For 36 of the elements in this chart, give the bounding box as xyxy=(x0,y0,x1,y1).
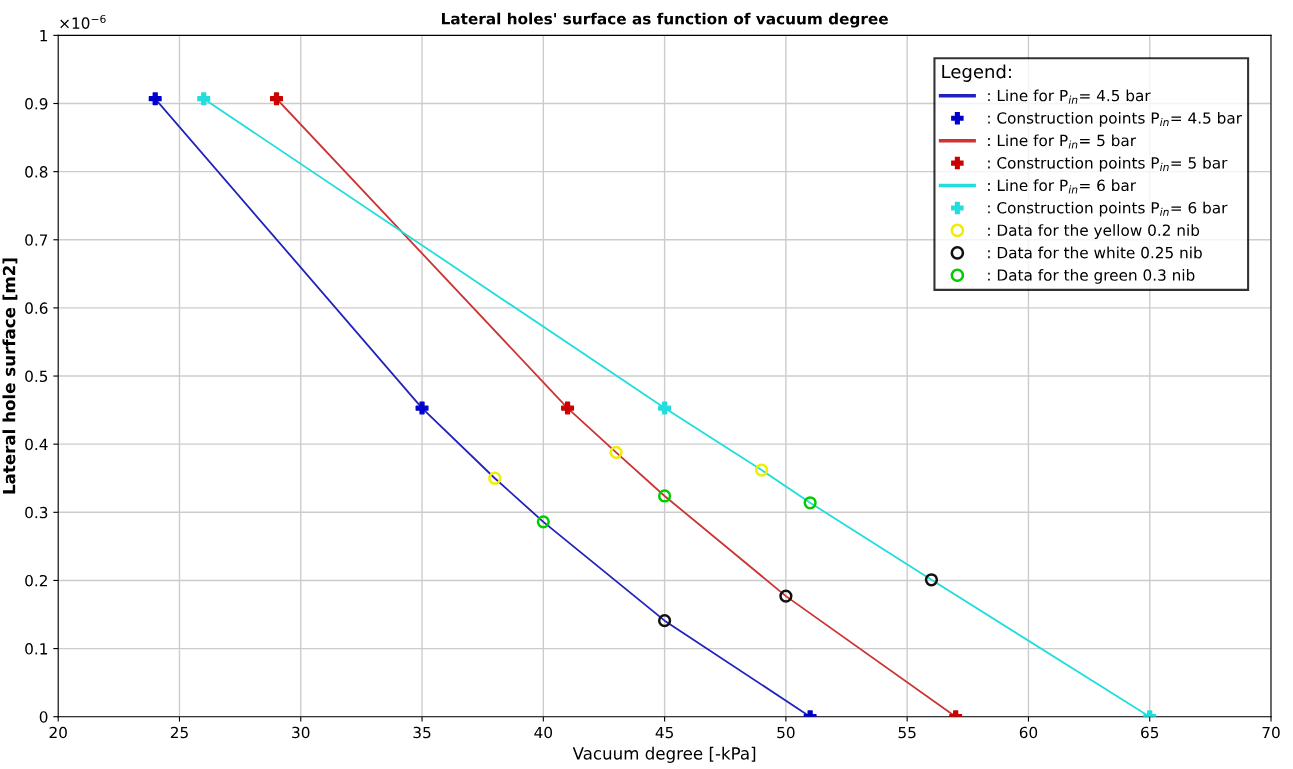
legend-title: Legend: xyxy=(942,64,1011,82)
legend-label: : Data for the green 0.3 nib xyxy=(988,269,1195,284)
legend-label: : Line for P$_{in}$= 5 bar xyxy=(988,134,1137,149)
y-tick-label: 0.9 xyxy=(25,97,48,110)
y-tick-label: 0.6 xyxy=(25,302,48,314)
text: ×10$^{−6}$ xyxy=(60,14,106,29)
y-tick-label: 0 xyxy=(39,711,48,723)
y-tick-label: 0.5 xyxy=(25,370,48,383)
x-tick-label: 25 xyxy=(170,726,188,739)
y-tick-label: 0.1 xyxy=(25,643,48,655)
legend-label: : Construction points P$_{in}$= 6 bar xyxy=(988,201,1228,217)
x-tick-label: 35 xyxy=(413,726,431,739)
y-tick-label: 0.3 xyxy=(25,506,48,519)
x-tick-label: 20 xyxy=(49,726,67,739)
y-tick-label: 0.4 xyxy=(25,438,48,451)
y-tick-label: 0.7 xyxy=(25,234,48,246)
chart-title: Lateral holes' surface as function of vacuum degree xyxy=(441,12,888,28)
legend-label: : Data for the white 0.25 nib xyxy=(988,246,1202,259)
x-tick-label: 55 xyxy=(898,726,916,739)
x-axis-title: Vacuum degree [-kPa] xyxy=(572,746,756,763)
x-tick-label: 70 xyxy=(1262,726,1280,739)
y-axis-title: Lateral hole surface [m2] xyxy=(2,258,18,494)
x-tick-label: 60 xyxy=(1019,726,1038,739)
legend-label: : Data for the yellow 0.2 nib xyxy=(988,224,1200,239)
y-tick-label: 0.8 xyxy=(25,166,48,178)
y-tick-label: 0.2 xyxy=(25,574,47,587)
x-tick-label: 30 xyxy=(292,726,310,739)
legend-label: : Line for P$_{in}$= 4.5 bar xyxy=(988,89,1151,104)
x-tick-label: 45 xyxy=(655,726,673,739)
x-tick-label: 40 xyxy=(534,726,553,739)
legend-label: : Construction points P$_{in}$= 4.5 bar xyxy=(988,111,1242,127)
x-tick-label: 50 xyxy=(777,726,795,739)
x-tick-label: 65 xyxy=(1141,726,1159,739)
legend-label: : Construction points P$_{in}$= 5 bar xyxy=(988,156,1228,172)
y-tick-label: 1 xyxy=(40,30,48,42)
legend-label: : Line for P$_{in}$= 6 bar xyxy=(988,179,1137,194)
